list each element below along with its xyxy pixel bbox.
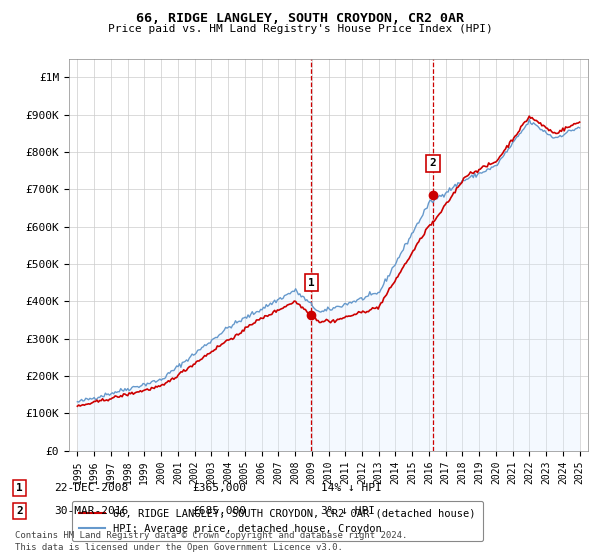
Text: £685,000: £685,000 — [192, 506, 246, 516]
Text: £365,000: £365,000 — [192, 483, 246, 493]
Text: 66, RIDGE LANGLEY, SOUTH CROYDON, CR2 0AR: 66, RIDGE LANGLEY, SOUTH CROYDON, CR2 0A… — [136, 12, 464, 25]
Legend: 66, RIDGE LANGLEY, SOUTH CROYDON, CR2 0AR (detached house), HPI: Average price, : 66, RIDGE LANGLEY, SOUTH CROYDON, CR2 0A… — [71, 501, 483, 541]
Text: 1: 1 — [308, 278, 314, 288]
Text: 1: 1 — [16, 483, 23, 493]
Text: 2: 2 — [430, 158, 436, 169]
Text: This data is licensed under the Open Government Licence v3.0.: This data is licensed under the Open Gov… — [15, 543, 343, 552]
Text: 2: 2 — [16, 506, 23, 516]
Text: 22-DEC-2008: 22-DEC-2008 — [54, 483, 128, 493]
Text: 3% ↓ HPI: 3% ↓ HPI — [321, 506, 375, 516]
Text: 14% ↓ HPI: 14% ↓ HPI — [321, 483, 382, 493]
Text: 30-MAR-2016: 30-MAR-2016 — [54, 506, 128, 516]
Text: Contains HM Land Registry data © Crown copyright and database right 2024.: Contains HM Land Registry data © Crown c… — [15, 531, 407, 540]
Text: Price paid vs. HM Land Registry's House Price Index (HPI): Price paid vs. HM Land Registry's House … — [107, 24, 493, 34]
